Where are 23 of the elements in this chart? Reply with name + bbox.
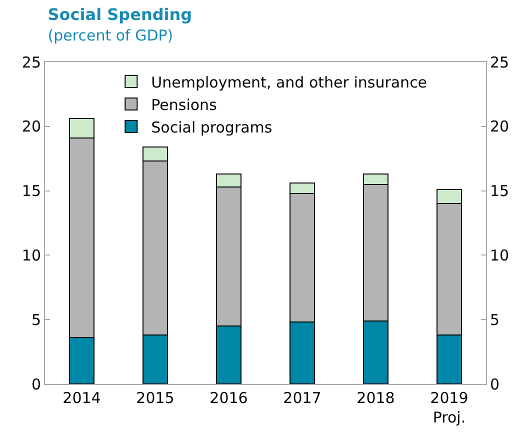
y-tick-label: 5 — [31, 310, 41, 329]
y-tick-label: 0 — [31, 375, 41, 394]
y2-tick-label: 0 — [490, 375, 500, 394]
legend-label: Pensions — [151, 96, 218, 114]
y2-tick-label: 20 — [490, 118, 510, 136]
y2-tick-label: 10 — [490, 246, 510, 264]
legend-label: Unemployment, and other insurance — [151, 73, 428, 92]
x-tick-label: 2019 Proj. — [430, 389, 468, 426]
y-tick-label: 20 — [22, 118, 41, 136]
x-tick-label: 2015 — [136, 389, 174, 407]
y2-tick-label: 15 — [490, 182, 510, 200]
x-tick-label: 2016 — [210, 389, 248, 407]
y2-tick-label: 5 — [490, 310, 500, 329]
y-tick-label: 10 — [22, 246, 41, 264]
y-tick-label: 15 — [22, 182, 41, 200]
chart-subtitle: (percent of GDP) — [48, 26, 174, 45]
y-tick-label: 25 — [22, 53, 41, 72]
chart-title: Social Spending — [48, 4, 192, 24]
y2-tick-label: 25 — [490, 53, 510, 72]
x-tick-label: 2018 — [356, 389, 395, 407]
x-tick-label: 2014 — [62, 389, 101, 407]
x-tick-label: 2017 — [283, 389, 322, 407]
legend-label: Social programs — [151, 118, 272, 136]
